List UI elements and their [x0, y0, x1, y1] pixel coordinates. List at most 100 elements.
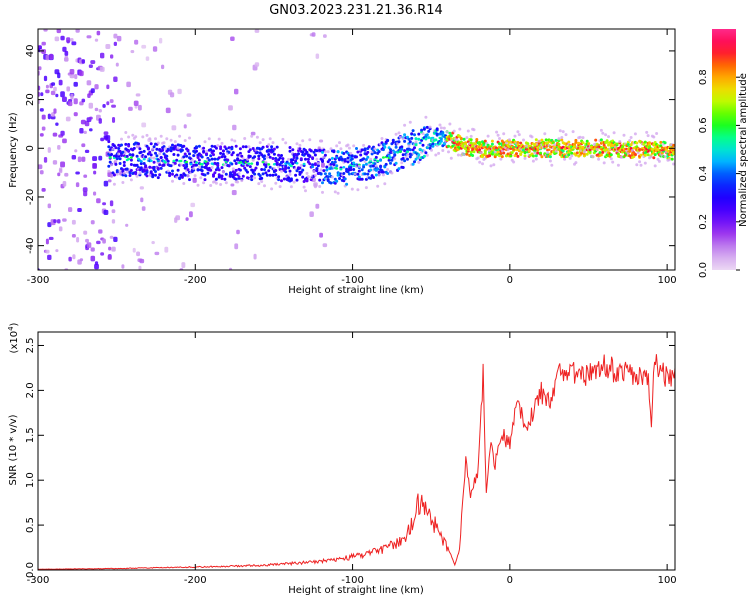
spectrogram-cell	[397, 167, 401, 171]
spectrogram-cell	[360, 177, 364, 181]
spectrogram-cell	[43, 29, 48, 32]
spectrogram-cell	[253, 176, 257, 180]
spectrogram-cell	[271, 173, 275, 177]
spectrogram-cell	[478, 148, 482, 151]
spectrogram-cell	[145, 133, 149, 137]
spectrogram-cell	[230, 183, 235, 187]
spectrogram-cell	[626, 143, 630, 146]
spectrogram-cell	[418, 141, 422, 145]
spectrogram-cell	[408, 148, 412, 152]
spectrogram-cell	[652, 156, 656, 160]
spectrogram-cell	[339, 147, 343, 151]
spectrogram-cell	[62, 96, 67, 102]
spectrogram-cell	[329, 181, 333, 185]
spectrogram-cell	[539, 151, 542, 155]
spectrogram-cell	[272, 147, 276, 151]
spectrogram-cell	[289, 164, 293, 168]
spectrogram-cell	[75, 29, 80, 33]
spectrogram-cell	[255, 162, 259, 166]
spectrogram-cell	[221, 170, 225, 174]
spectrogram-cell	[55, 122, 59, 126]
spectrogram-cell	[329, 147, 333, 151]
spectrogram-cell	[186, 113, 192, 117]
spectrogram-cell	[64, 172, 69, 177]
spectrogram-cell	[389, 156, 392, 159]
spectrogram-cell	[224, 147, 228, 151]
spectrogram-cell	[229, 267, 233, 270]
spectrogram-cell	[257, 182, 261, 186]
spectrogram-cell	[179, 163, 183, 167]
spectrogram-cell	[55, 93, 59, 98]
spectrogram-cell	[472, 150, 476, 154]
spectrogram-cell	[336, 150, 340, 154]
spectrogram-cell	[158, 152, 162, 156]
spectrogram-cell	[71, 219, 76, 225]
spectrogram-cell	[421, 143, 425, 147]
spectrogram-cell	[105, 44, 111, 50]
spectrogram-cell	[41, 114, 46, 120]
spectrogram-cell	[200, 165, 204, 169]
spectrogram-cell	[424, 137, 428, 141]
spectrogram-cell	[94, 263, 99, 270]
x-tick-label: -300	[27, 275, 50, 286]
spectrogram-cell	[289, 178, 293, 182]
spectrogram-cell	[292, 180, 296, 184]
spectrogram-cell	[427, 136, 431, 140]
spectrogram-cell	[318, 185, 322, 188]
spectrogram-cell	[183, 124, 187, 129]
spectrogram-cell	[159, 134, 163, 138]
spectrogram-cell	[226, 158, 230, 162]
spectrogram-cell	[389, 148, 392, 152]
spectrogram-cell	[560, 138, 564, 142]
spectrogram-cell	[209, 148, 213, 152]
spectrogram-cell	[165, 107, 171, 114]
spectrogram-cell	[189, 211, 193, 218]
spectrogram-cell	[196, 156, 200, 159]
spectrogram-cell	[349, 151, 353, 155]
spectrogram-cell	[163, 147, 167, 150]
spectrogram-cell	[383, 182, 387, 186]
spectrogram-cell	[118, 157, 122, 161]
spectrogram-cell	[151, 147, 155, 151]
spectrogram-cell	[321, 190, 324, 194]
spectrogram-cell	[574, 161, 578, 165]
spectrogram-cell	[574, 140, 578, 144]
spectrogram-cell	[227, 150, 231, 154]
spectrogram-cell	[84, 149, 90, 154]
spectrogram-cell	[100, 252, 105, 256]
spectrogram-cell	[345, 182, 349, 186]
spectrogram-cell	[206, 162, 210, 165]
spectrogram-cell	[672, 151, 675, 154]
spectrogram-cell	[112, 173, 116, 177]
spectrogram-cell	[605, 139, 609, 143]
spectrogram-cell	[574, 153, 578, 157]
spectrogram-cell	[581, 145, 585, 149]
spectrogram-cell	[205, 149, 208, 153]
spectrogram-cell	[359, 153, 363, 157]
spectrogram-cell	[383, 145, 387, 149]
spectrogram-cell	[478, 160, 482, 164]
spectrogram-cell	[48, 236, 54, 241]
spectrogram-cell	[121, 181, 125, 184]
spectrogram-cell	[558, 129, 562, 133]
spectrogram-cell	[394, 132, 398, 136]
spectrogram-cell	[171, 179, 174, 183]
spectrogram-cell	[120, 143, 123, 147]
spectrogram-cell	[234, 144, 238, 148]
spectrogram-cell	[306, 157, 310, 161]
spectrogram-cell	[129, 156, 133, 159]
spectrogram-cell	[109, 235, 114, 239]
spectrogram-cell	[192, 177, 197, 183]
spectrogram-cell	[98, 118, 102, 124]
spectrogram-cell	[599, 153, 603, 157]
spectrogram-cell	[60, 130, 65, 136]
spectrogram-cell	[145, 56, 150, 61]
spectrogram-cell	[397, 140, 401, 144]
spectrogram-cell	[214, 146, 218, 150]
spectrogram-cell	[548, 152, 552, 156]
spectrogram-cell	[499, 152, 503, 155]
spectrogram-cell	[93, 191, 97, 196]
spectrogram-cell	[232, 124, 237, 131]
snr-x-label: Height of straight line (km)	[288, 585, 424, 596]
spectrogram-cell	[107, 179, 112, 183]
